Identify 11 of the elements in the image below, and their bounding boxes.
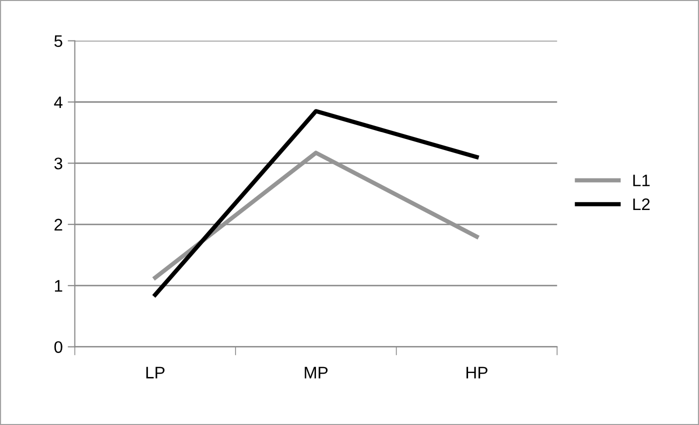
y-tick-label: 0: [54, 341, 62, 354]
legend-label: L1: [633, 174, 650, 186]
x-tick-label: LP: [146, 366, 164, 378]
x-tick-label: HP: [466, 366, 488, 378]
y-tick-label: 2: [54, 218, 62, 230]
x-tick-label: MP: [304, 366, 328, 378]
y-tick-label: 4: [54, 96, 62, 108]
y-tick-label: 5: [54, 35, 62, 48]
legend-label: L2: [633, 198, 650, 210]
y-tick-label: 3: [54, 158, 62, 170]
y-tick-label: 1: [54, 280, 62, 292]
